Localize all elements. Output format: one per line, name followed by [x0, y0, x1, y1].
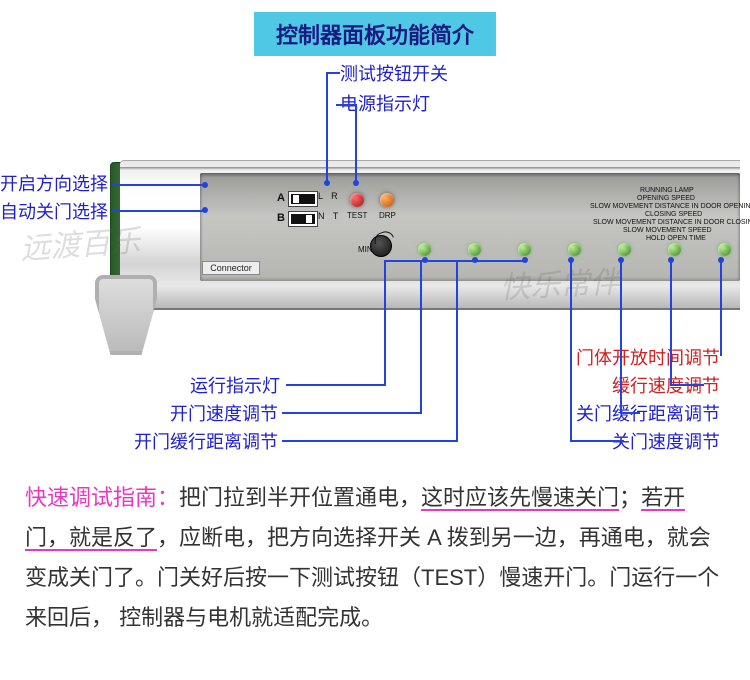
- anno-running-lamp: 运行指示灯: [190, 372, 280, 398]
- anno-line: [570, 440, 624, 442]
- quick-guide: 快速调试指南：把门拉到半开位置通电，这时应该先慢速关门；若开门，就是反了，应断电…: [25, 478, 725, 638]
- switch-b-letter: B: [277, 212, 285, 224]
- panel-line-5: SLOW MOVEMENT SPEED: [623, 227, 712, 234]
- title-banner: 控制器面板功能简介: [254, 12, 496, 56]
- anno-line: [456, 260, 458, 442]
- anno-line: [620, 260, 622, 412]
- test-button-led[interactable]: [350, 193, 364, 207]
- panel-line-0: RUNNING LAMP: [640, 187, 694, 194]
- controller-device: A L R B N T TEST DRP MIN RUNNING LAMP OP…: [120, 160, 740, 310]
- anno-line: [670, 260, 672, 384]
- anno-closing-speed: 关门速度调节: [612, 428, 720, 454]
- switch-a-lr: L R: [318, 191, 341, 201]
- anno-line: [282, 440, 458, 442]
- anno-dot: [568, 257, 574, 263]
- anno-close-slow-distance: 关门缓行距离调节: [576, 400, 720, 426]
- anno-line: [282, 412, 422, 414]
- adjust-dial[interactable]: [370, 235, 392, 257]
- anno-auto-close-select: 自动关门选择: [0, 198, 108, 224]
- anno-line: [384, 260, 424, 262]
- anno-line: [720, 260, 722, 356]
- panel-line-3: CLOSING SPEED: [645, 211, 702, 218]
- test-label: TEST: [347, 211, 367, 220]
- running-lamp-led: [418, 243, 431, 256]
- close-slow-distance-led[interactable]: [618, 243, 631, 256]
- anno-open-slow-distance: 开门缓行距离调节: [134, 428, 278, 454]
- anno-line: [336, 104, 356, 106]
- anno-hold-open-time: 门体开放时间调节: [576, 344, 720, 370]
- anno-dot: [618, 257, 624, 263]
- anno-opening-speed: 开门速度调节: [170, 400, 278, 426]
- guide-lead: 快速调试指南：: [25, 485, 179, 510]
- anno-line: [420, 260, 422, 414]
- anno-line: [620, 412, 640, 414]
- drp-label: DRP: [379, 211, 396, 220]
- guide-ul1: 这时应该先慢速关门: [421, 485, 619, 510]
- anno-dot: [668, 257, 674, 263]
- opening-speed-led[interactable]: [468, 243, 481, 256]
- direction-switch-a[interactable]: A: [288, 191, 318, 207]
- anno-line: [112, 210, 204, 212]
- switch-a-letter: A: [277, 192, 285, 204]
- switch-b-lr: N T: [318, 211, 341, 221]
- anno-line: [355, 104, 357, 182]
- guide-t2: ；: [619, 485, 641, 510]
- anno-line: [328, 72, 340, 74]
- panel-line-1: OPENING SPEED: [637, 195, 695, 202]
- panel-line-2: SLOW MOVEMENT DISTANCE IN DOOR OPENING: [590, 203, 750, 210]
- slow-speed-led[interactable]: [668, 243, 681, 256]
- anno-line: [456, 260, 524, 262]
- hold-open-time-led[interactable]: [718, 243, 731, 256]
- panel-line-6: HOLD OPEN TIME: [646, 235, 706, 242]
- guide-t1: 把门拉到半开位置通电，: [179, 485, 421, 510]
- anno-line: [570, 260, 572, 440]
- anno-test-button: 测试按钮开关: [340, 60, 448, 86]
- anno-dot: [718, 257, 724, 263]
- open-slow-distance-led[interactable]: [518, 243, 531, 256]
- anno-line: [112, 184, 204, 186]
- connector-label: Connector: [202, 261, 260, 275]
- auto-close-switch-b[interactable]: B: [288, 211, 318, 227]
- mounting-bracket: [95, 275, 157, 355]
- panel-line-4: SLOW MOVEMENT DISTANCE IN DOOR CLOSING: [593, 219, 750, 226]
- control-panel: A L R B N T TEST DRP MIN RUNNING LAMP OP…: [200, 173, 740, 281]
- anno-line: [326, 72, 328, 182]
- anno-line: [286, 384, 386, 386]
- anno-dot: [522, 257, 528, 263]
- anno-direction-select: 开启方向选择: [0, 170, 108, 196]
- anno-line: [670, 384, 704, 386]
- power-led: [380, 193, 394, 207]
- anno-dot: [202, 207, 208, 213]
- anno-dot: [353, 180, 359, 186]
- anno-dot: [202, 182, 208, 188]
- anno-power-led: 电源指示灯: [340, 90, 430, 116]
- anno-dot: [324, 180, 330, 186]
- anno-line: [384, 260, 386, 386]
- closing-speed-led[interactable]: [568, 243, 581, 256]
